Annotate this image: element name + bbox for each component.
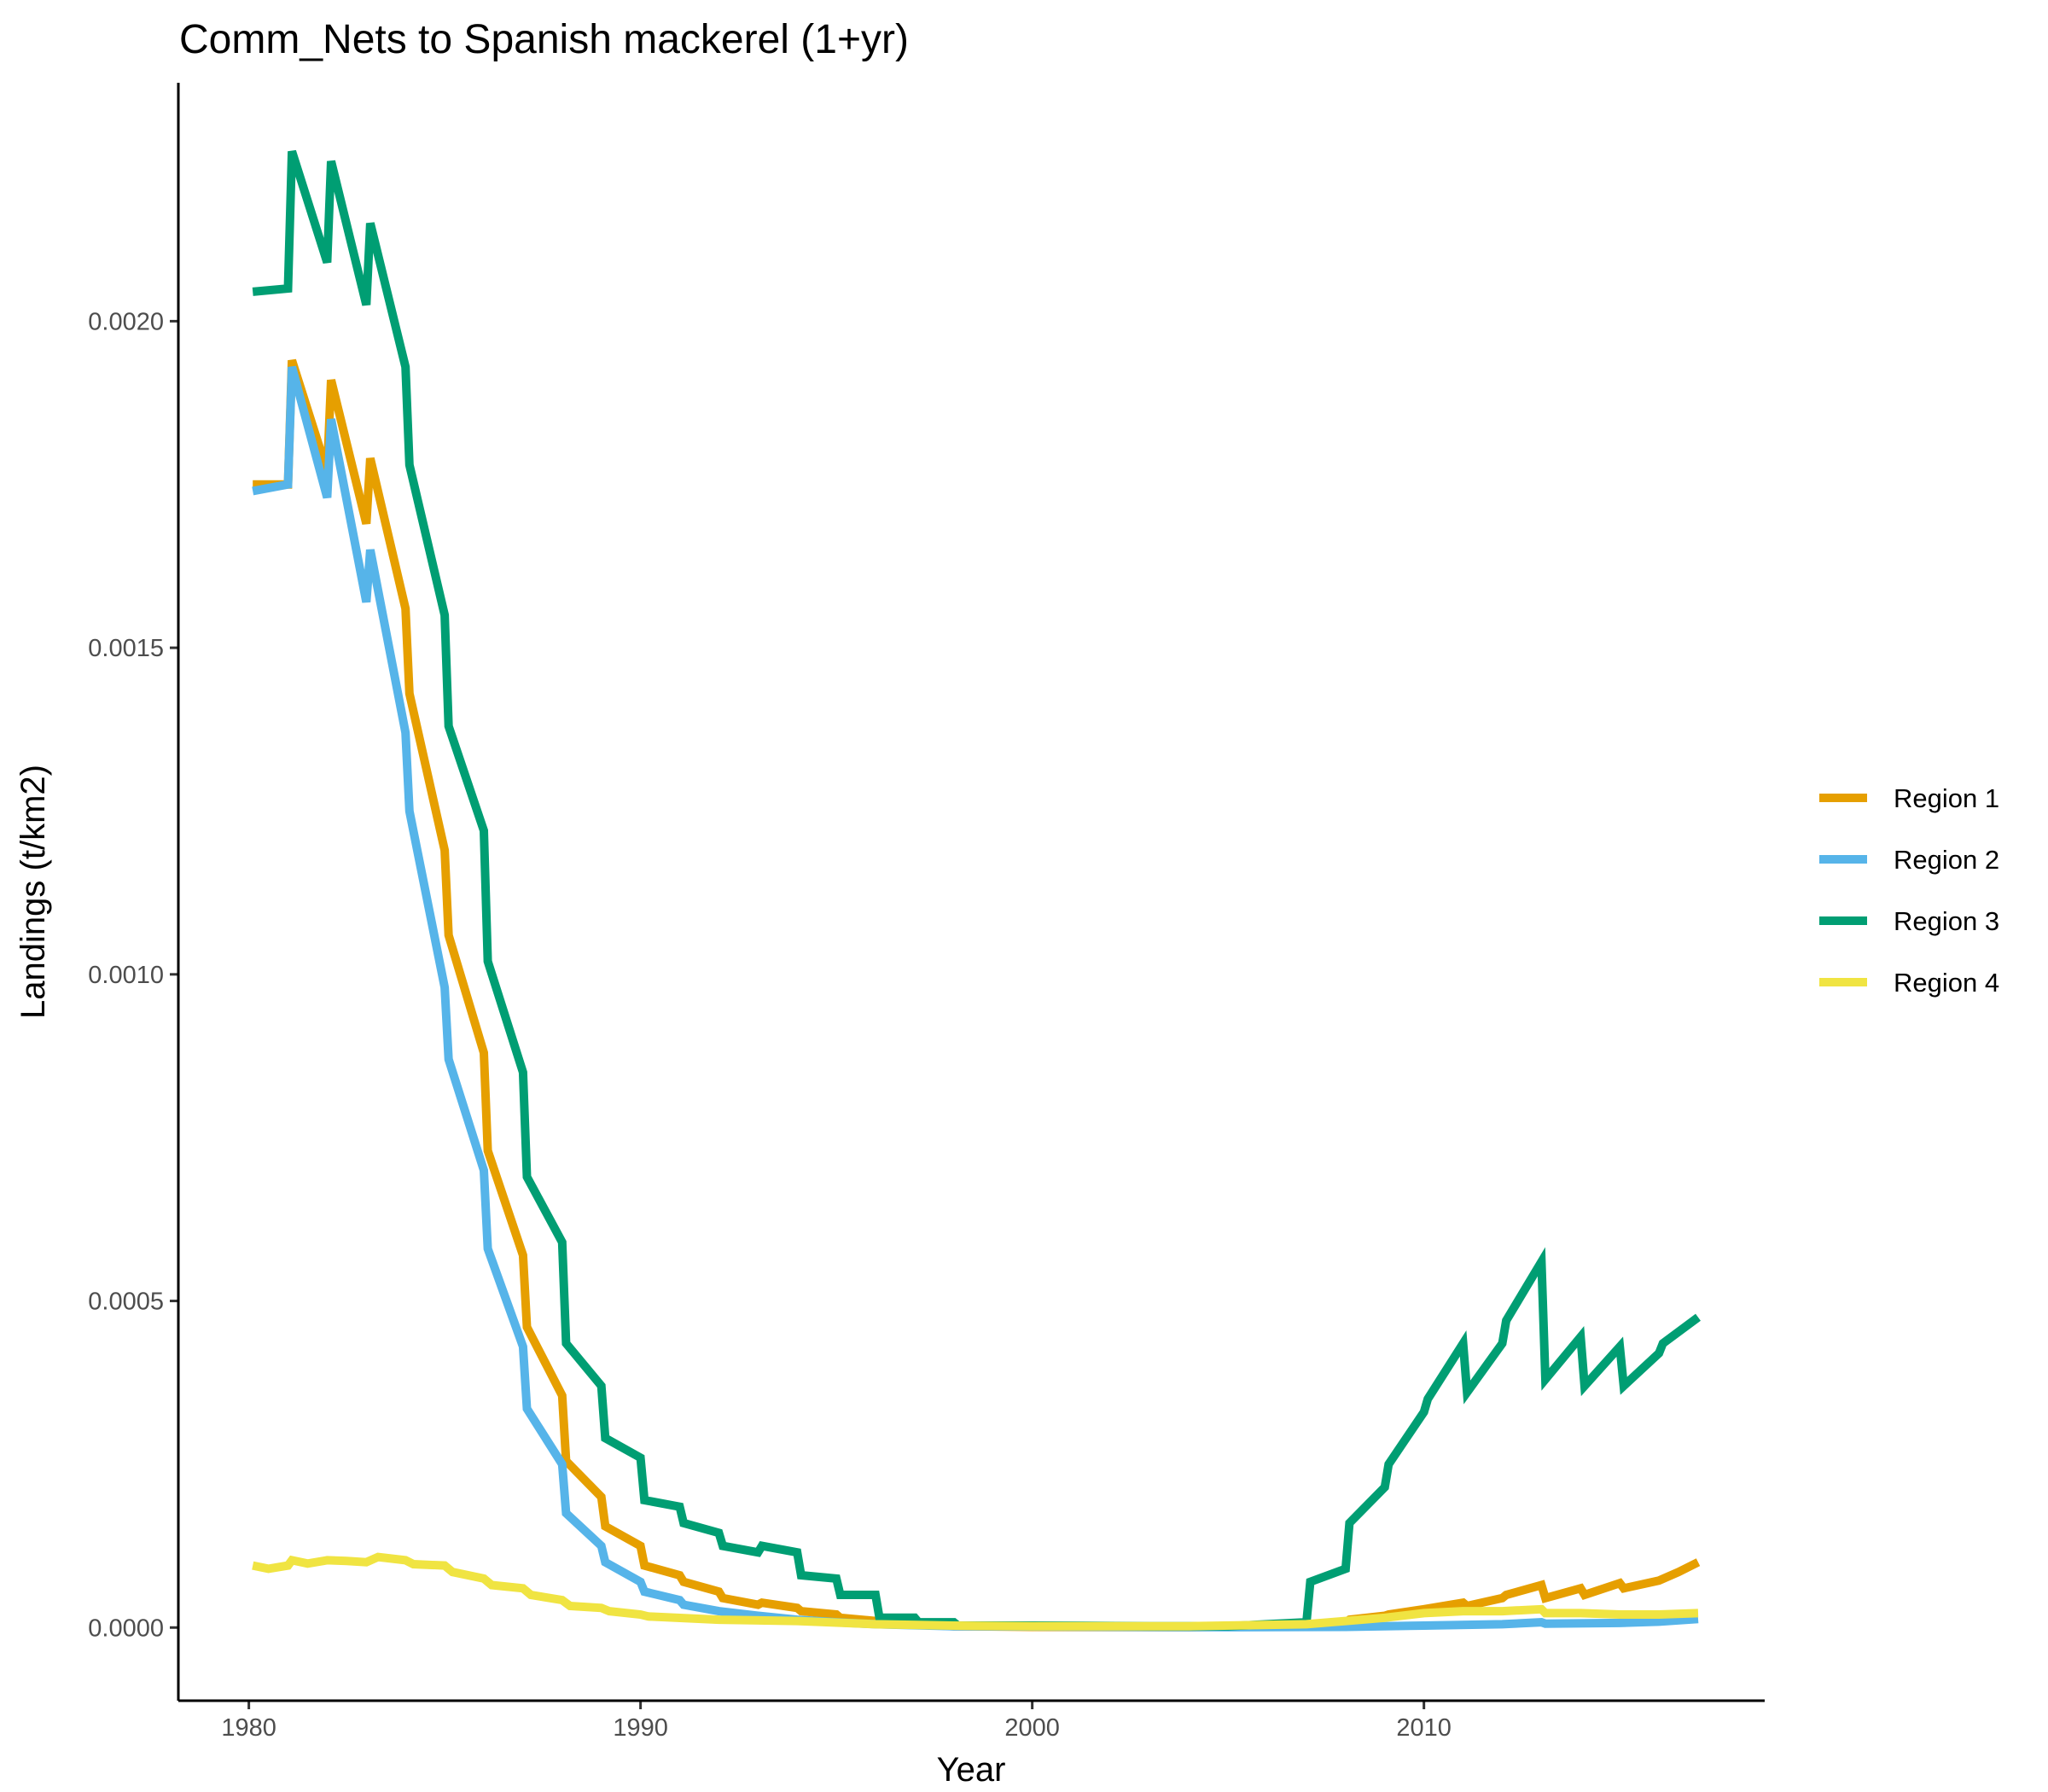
- y-axis-title: Landings (t/km2): [15, 765, 52, 1019]
- legend-label: Region 2: [1894, 845, 1999, 875]
- x-tick-label: 2000: [1004, 1714, 1060, 1742]
- x-tick-label: 1980: [221, 1714, 276, 1742]
- y-tick-label: 0.0020: [88, 308, 164, 335]
- x-tick-label: 2010: [1396, 1714, 1452, 1742]
- legend-label: Region 3: [1894, 906, 1999, 936]
- series-line-region-1: [253, 358, 1701, 1632]
- y-tick-label: 0.0015: [88, 635, 164, 662]
- legend-label: Region 4: [1894, 968, 1999, 998]
- x-axis-ticks: 1980 1990 2000 2010: [221, 1701, 1452, 1742]
- x-tick-label: 1990: [613, 1714, 668, 1742]
- y-axis-ticks: 0.0000 0.0005 0.0010 0.0015 0.0020: [88, 308, 178, 1642]
- y-tick-label: 0.0010: [88, 962, 164, 989]
- y-tick-label: 0.0000: [88, 1615, 164, 1642]
- series-line-region-2: [252, 365, 1699, 1632]
- y-tick-label: 0.0005: [88, 1289, 164, 1316]
- series-line-region-3: [252, 149, 1701, 1631]
- legend-label: Region 1: [1894, 783, 1999, 813]
- chart-title: Comm_Nets to Spanish mackerel (1+yr): [179, 17, 909, 62]
- series-line-region-4: [252, 1552, 1699, 1631]
- x-axis-title: Year: [937, 1751, 1006, 1789]
- legend: Region 1 Region 2 Region 3 Region 4: [1819, 783, 1999, 998]
- plot-lines: [252, 149, 1701, 1632]
